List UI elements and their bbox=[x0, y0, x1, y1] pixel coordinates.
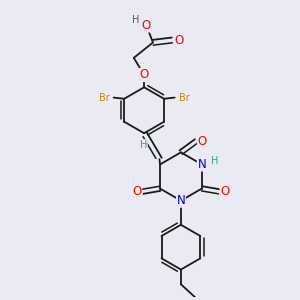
Text: O: O bbox=[132, 185, 142, 198]
Text: H: H bbox=[211, 157, 218, 166]
Text: O: O bbox=[174, 34, 183, 47]
Text: O: O bbox=[140, 68, 149, 81]
Text: H: H bbox=[140, 140, 147, 150]
Text: H: H bbox=[133, 15, 140, 25]
Text: O: O bbox=[197, 135, 207, 148]
Text: O: O bbox=[142, 19, 151, 32]
Text: N: N bbox=[197, 158, 206, 171]
Text: Br: Br bbox=[99, 93, 110, 103]
Text: Br: Br bbox=[178, 93, 189, 103]
Text: N: N bbox=[176, 194, 185, 207]
Text: O: O bbox=[220, 185, 230, 198]
